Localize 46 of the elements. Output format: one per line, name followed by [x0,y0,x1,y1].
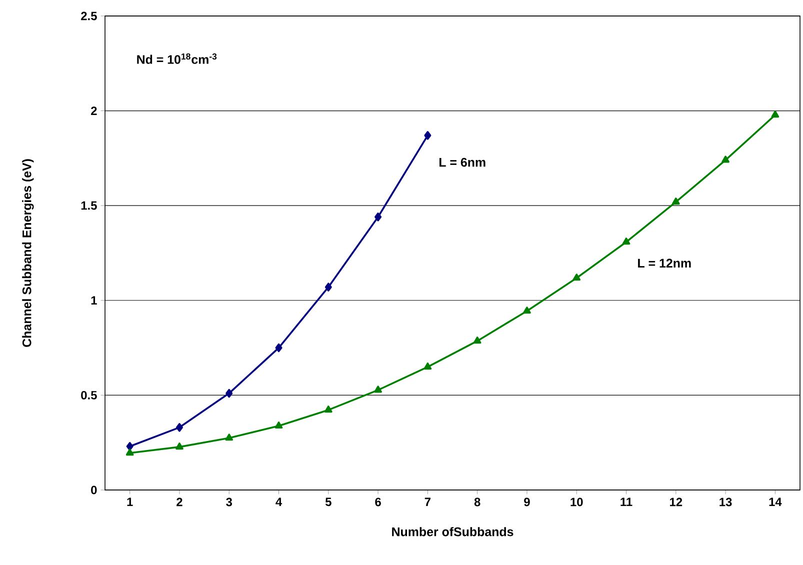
point [722,156,730,163]
x-tick-label: 14 [769,498,782,506]
point [771,110,780,118]
x-tick-label: 9 [524,498,530,506]
x-tick-label: 11 [620,498,632,506]
point [176,423,183,432]
point [176,442,184,450]
x-tick-label: 3 [226,498,232,506]
point [126,442,134,451]
x-tick-label: 1 [127,498,133,506]
annotation: Nd = 10$^{18}$cm$^{-3}$ [137,53,217,64]
point [324,282,332,292]
point [523,306,531,314]
point [473,336,482,344]
x-tick-label: 6 [375,498,381,506]
point [622,238,630,245]
x-tick-label: 8 [474,498,480,506]
point [572,274,581,281]
point [226,388,233,398]
y-tick-label: 0 [91,486,97,494]
y-tick-label: 0.5 [81,390,97,400]
x-tick-label: 13 [720,498,732,506]
x-tick-label: 4 [276,498,282,506]
x-tick-label: 2 [176,498,182,506]
point [275,343,282,352]
point [424,362,432,370]
series-label: L = 6nm [439,158,486,167]
point [374,212,382,222]
point [274,422,283,429]
x-axis-title: Number ofSubbands [392,527,514,536]
point [424,131,432,140]
point [672,198,680,205]
point [126,448,134,456]
y-tick-label: 2 [91,106,97,115]
point [324,406,332,413]
series-label: L = 12nm [638,258,691,268]
x-tick-label: 12 [670,498,682,506]
point [225,434,234,441]
y-axis-title: Channel Subband Energies (eV) [22,159,34,347]
y-tick-label: 1.5 [81,201,97,210]
x-tick-label: 10 [570,498,583,506]
y-tick-label: 1 [91,296,97,304]
x-tick-label: 5 [325,498,332,506]
y-tick-label: 2.5 [81,12,97,20]
x-tick-label: 7 [424,498,430,506]
point [374,386,382,393]
